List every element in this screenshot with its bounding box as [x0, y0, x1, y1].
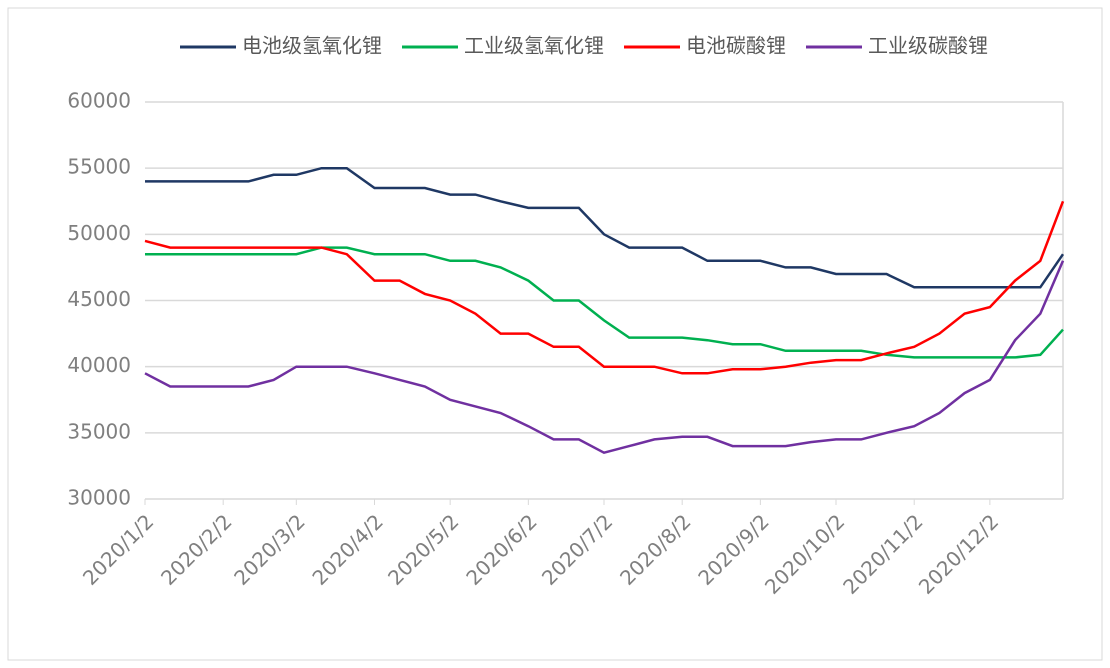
legend-label: 工业级碳酸锂 — [868, 34, 988, 58]
series-line — [145, 246, 1064, 359]
y-tick-label: 55000 — [67, 155, 131, 179]
y-tick-label: 35000 — [67, 419, 131, 443]
legend: 电池级氢氧化锂 工业级氢氧化锂 电池碳酸锂 工业级碳酸锂 — [180, 34, 988, 58]
y-tick-label: 30000 — [67, 486, 131, 510]
y-tick-label: 60000 — [67, 89, 131, 113]
legend-label: 电池碳酸锂 — [686, 34, 786, 58]
legend-label: 工业级氢氧化锂 — [464, 34, 604, 58]
series-line — [144, 260, 1065, 455]
y-tick-label: 50000 — [67, 221, 131, 245]
chart-frame — [7, 7, 1103, 661]
series-line — [144, 200, 1065, 375]
y-tick-label: 40000 — [67, 353, 131, 377]
y-tick-label: 45000 — [67, 287, 131, 311]
series-line — [145, 166, 1065, 289]
legend-label: 电池级氢氧化锂 — [242, 34, 382, 58]
